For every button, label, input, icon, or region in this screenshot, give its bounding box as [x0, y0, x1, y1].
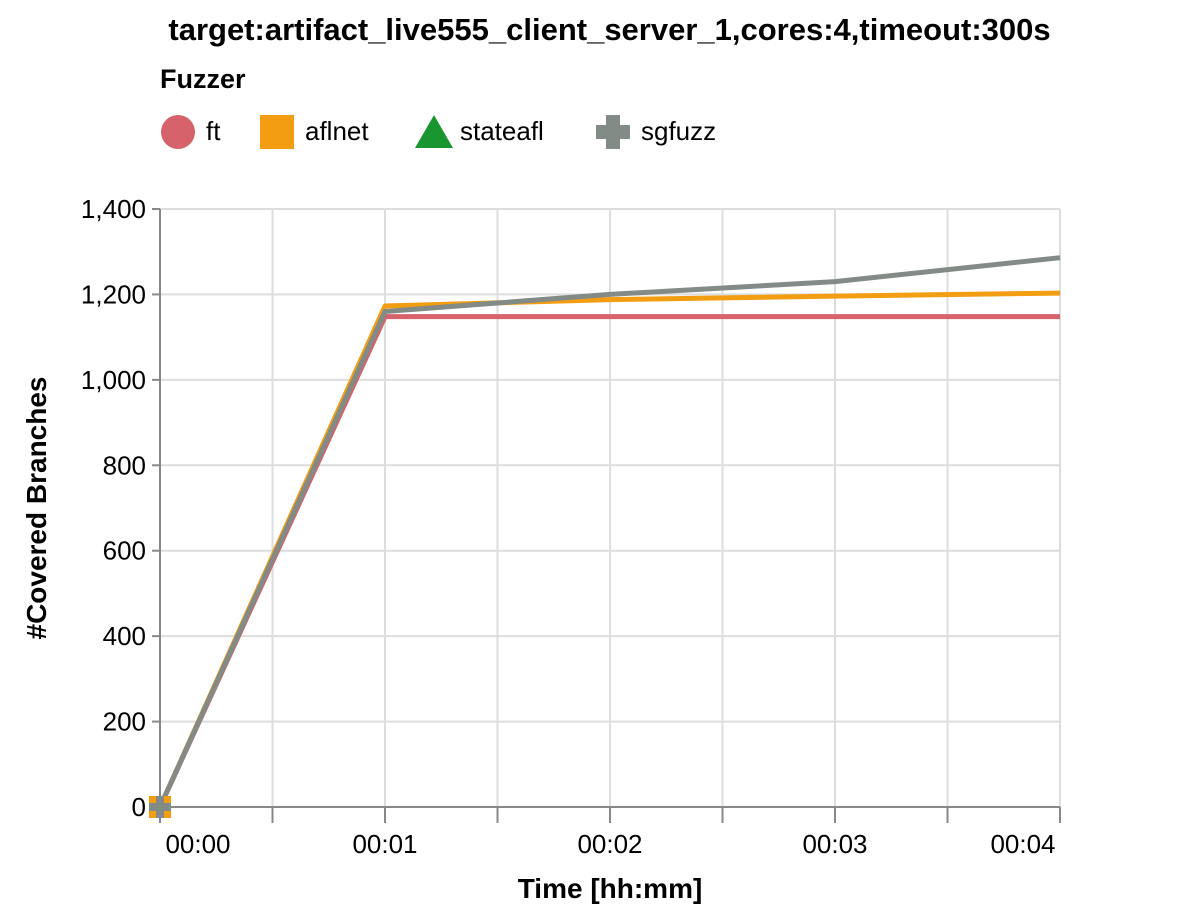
y-tick-label: 200: [103, 707, 146, 737]
series-points: [149, 796, 171, 818]
x-tick-label: 00:02: [577, 829, 642, 859]
x-tick-label: 00:01: [352, 829, 417, 859]
x-tick-label: 00:00: [165, 829, 230, 859]
cross-icon: [596, 115, 630, 149]
legend-label-aflnet: aflnet: [305, 116, 369, 146]
y-tick-label: 600: [103, 536, 146, 566]
legend-title: Fuzzer: [160, 64, 246, 94]
x-axis-title: Time [hh:mm]: [518, 873, 703, 904]
y-tick-label: 0: [132, 792, 146, 822]
legend: Fuzzer ft aflnet stateafl sgfuzz: [160, 64, 716, 149]
y-tick-label: 800: [103, 450, 146, 480]
series-line-sgfuzz: [157, 255, 1061, 809]
circle-icon: [161, 115, 195, 149]
y-tick-label: 1,200: [81, 279, 146, 309]
data-point-sgfuzz: [149, 796, 171, 818]
x-tick-label: 00:04: [990, 829, 1055, 859]
legend-label-stateafl: stateafl: [460, 116, 544, 146]
series-lines: [157, 255, 1061, 809]
x-tick-label: 00:03: [802, 829, 867, 859]
y-tick-label: 1,000: [81, 365, 146, 395]
y-tick-label: 1,400: [81, 194, 146, 224]
axes: 0 200 400 600 800 1,000 1,200 1,400 00:00 00:01 00…: [81, 194, 1061, 859]
chart-title: target:artifact_live555_client_server_1,…: [168, 12, 1051, 47]
square-icon: [260, 115, 294, 149]
legend-label-sgfuzz: sgfuzz: [641, 116, 717, 146]
triangle-icon: [415, 115, 453, 148]
y-axis-title: #Covered Branches: [21, 376, 52, 639]
legend-label-ft: ft: [206, 116, 221, 146]
y-tick-label: 400: [103, 621, 146, 651]
